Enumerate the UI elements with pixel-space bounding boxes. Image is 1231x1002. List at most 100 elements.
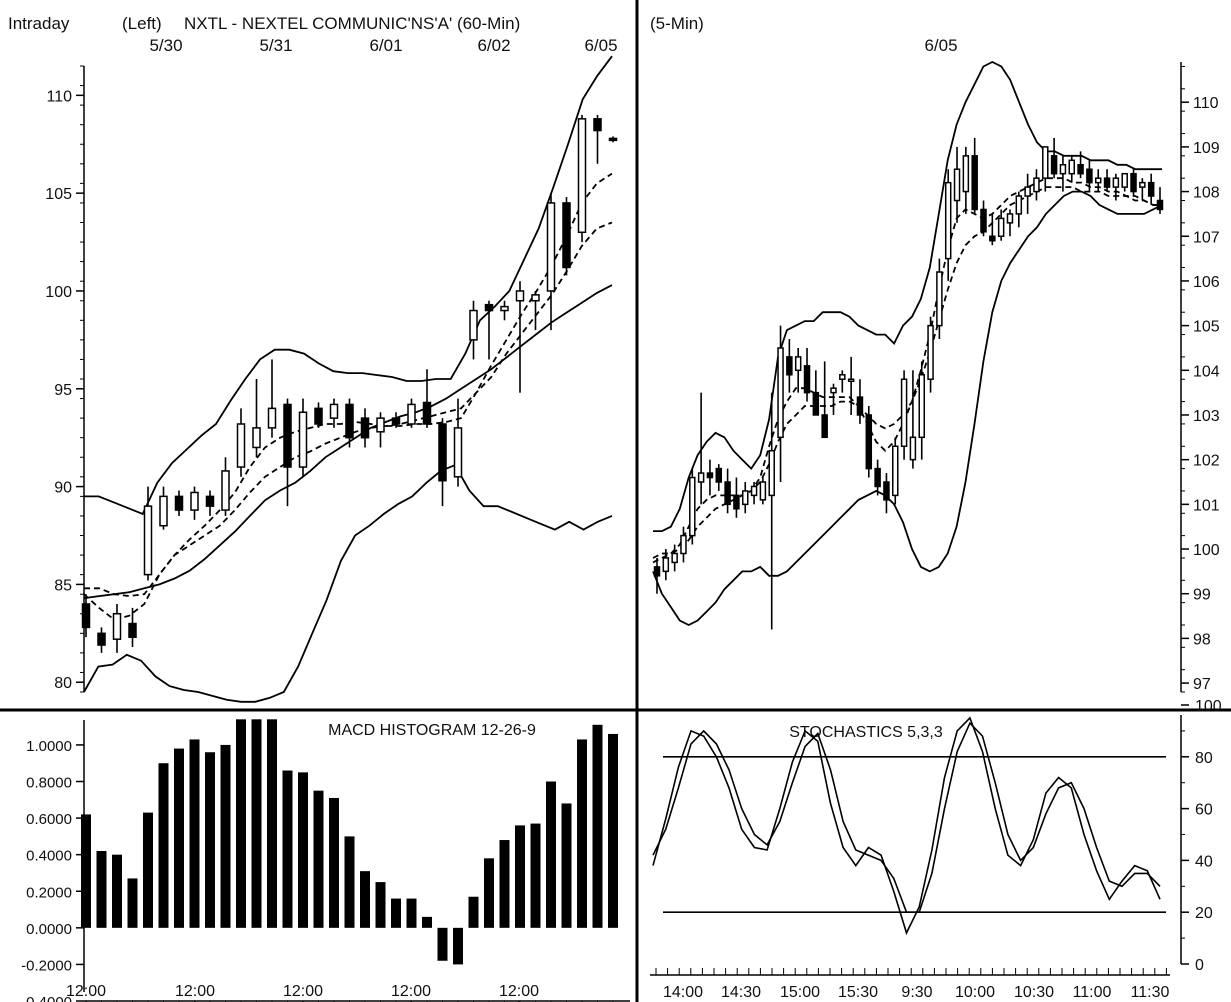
candle-up — [759, 481, 767, 501]
candle-down — [1086, 168, 1093, 184]
macd-bar — [344, 836, 355, 928]
candle-up — [1112, 177, 1120, 188]
candle-up — [847, 378, 855, 382]
candle-down — [856, 396, 864, 416]
macd-bar — [391, 898, 401, 928]
candle-down — [593, 118, 602, 132]
candle-up — [944, 181, 952, 260]
intraday-label: Intraday — [8, 14, 70, 33]
macd-tick-label: -0.2000 — [21, 957, 72, 974]
candle-up — [953, 168, 961, 202]
macd-bar — [158, 763, 169, 928]
price-tick-label: 97 — [1193, 676, 1211, 693]
price-tick-label: 99 — [1193, 587, 1211, 604]
macd-tick-label: 0.8000 — [26, 775, 72, 792]
date-label-4: 6/02 — [477, 36, 511, 55]
candle-down — [971, 155, 978, 211]
macd-bar — [360, 871, 370, 928]
stochastics-chart: 0 20 40 60 80 100 STOCHASTICS 5,3,3 14:00 14:30 1… — [650, 698, 1222, 1001]
candle-up — [768, 449, 775, 497]
candle-down — [883, 481, 890, 501]
candle-up — [376, 417, 385, 433]
candle-up — [267, 407, 277, 429]
candle-up — [671, 552, 678, 564]
macd-bar — [329, 797, 339, 928]
candle-down — [803, 365, 811, 394]
time-tick-label: 10:30 — [1014, 984, 1054, 1001]
candle-up — [515, 290, 525, 302]
candle-down — [360, 417, 370, 439]
macd-bar — [453, 927, 463, 965]
candle-down — [97, 632, 106, 646]
stoch-tick-label: 20 — [1195, 905, 1213, 922]
macd-bar — [251, 719, 262, 928]
candle-down — [874, 467, 881, 488]
macd-bar — [96, 851, 107, 928]
candle-down — [989, 235, 996, 242]
time-tick-label: 14:30 — [721, 984, 761, 1001]
price-tick-label: 80 — [54, 675, 72, 692]
candle-up — [159, 495, 168, 527]
stoch-tick-label: 0 — [1195, 957, 1204, 974]
candle-down — [724, 481, 731, 506]
macd-bar — [484, 858, 494, 928]
macd-bar — [205, 752, 215, 928]
candle-down — [391, 417, 401, 425]
candle-down — [706, 472, 714, 479]
candle-down — [128, 622, 137, 638]
time-tick-label: 12:00 — [283, 983, 323, 1000]
candle-up — [1121, 172, 1128, 188]
candle-down — [438, 423, 447, 482]
price-tick-label: 102 — [1193, 453, 1220, 470]
price-tick-label: 106 — [1193, 274, 1220, 291]
macd-bar — [592, 724, 603, 928]
price-tick-label: 100 — [45, 284, 72, 301]
upper-band-line — [84, 55, 613, 516]
candle-up — [927, 324, 934, 380]
macd-bar — [499, 840, 510, 928]
candle-up — [900, 378, 908, 448]
macd-histogram-chart: -0.4000 -0.2000 0.0000 0.2000 0.4000 0.6000 0.… — [21, 719, 630, 1002]
candle-down — [174, 495, 184, 511]
candle-down — [314, 407, 323, 425]
macd-bar — [375, 882, 386, 928]
candle-up — [453, 427, 463, 478]
stoch-tick-label: 60 — [1195, 802, 1213, 819]
price-tick-label: 110 — [46, 88, 72, 105]
time-tick-label: 11:00 — [1073, 984, 1112, 1001]
candle-up — [909, 436, 917, 461]
candle-down — [786, 356, 793, 376]
macd-bar — [530, 823, 541, 928]
price-tick-label: 110 — [1193, 95, 1219, 112]
date-label-5: 6/05 — [584, 36, 618, 55]
candle-up — [962, 155, 970, 193]
candle-up — [697, 472, 705, 483]
candle-up — [500, 305, 509, 312]
date-label-1: 5/30 — [149, 36, 183, 55]
candle-up — [1015, 195, 1023, 215]
price-tick-label: 90 — [54, 480, 72, 497]
candle-down — [865, 414, 873, 470]
macd-bar — [468, 896, 479, 928]
macd-bar — [236, 719, 246, 928]
macd-tick-label: -0.4000 — [21, 994, 72, 1002]
candle-up — [1139, 181, 1146, 188]
time-tick-label: 12:00 — [175, 983, 215, 1000]
macd-bar — [298, 772, 308, 928]
macd-bar — [422, 916, 432, 928]
candle-up — [236, 423, 246, 468]
time-tick-label: 12:00 — [499, 983, 539, 1000]
macd-bar — [267, 719, 277, 928]
macd-tick-label: 0.2000 — [26, 884, 72, 901]
candle-up — [531, 294, 540, 302]
candle-down — [81, 603, 91, 629]
price-chart-5min: 97 98 99 100 101 102 103 104 105 106 107 108 109 110 — [652, 60, 1220, 693]
macd-tick-label: 0.0000 — [26, 921, 72, 938]
macd-bar — [127, 878, 138, 928]
macd-bar — [406, 898, 417, 928]
candle-down — [980, 208, 987, 233]
candle-down — [1156, 199, 1164, 211]
macd-bar — [437, 927, 448, 961]
candle-up — [1059, 164, 1067, 175]
candle-up — [680, 534, 687, 555]
